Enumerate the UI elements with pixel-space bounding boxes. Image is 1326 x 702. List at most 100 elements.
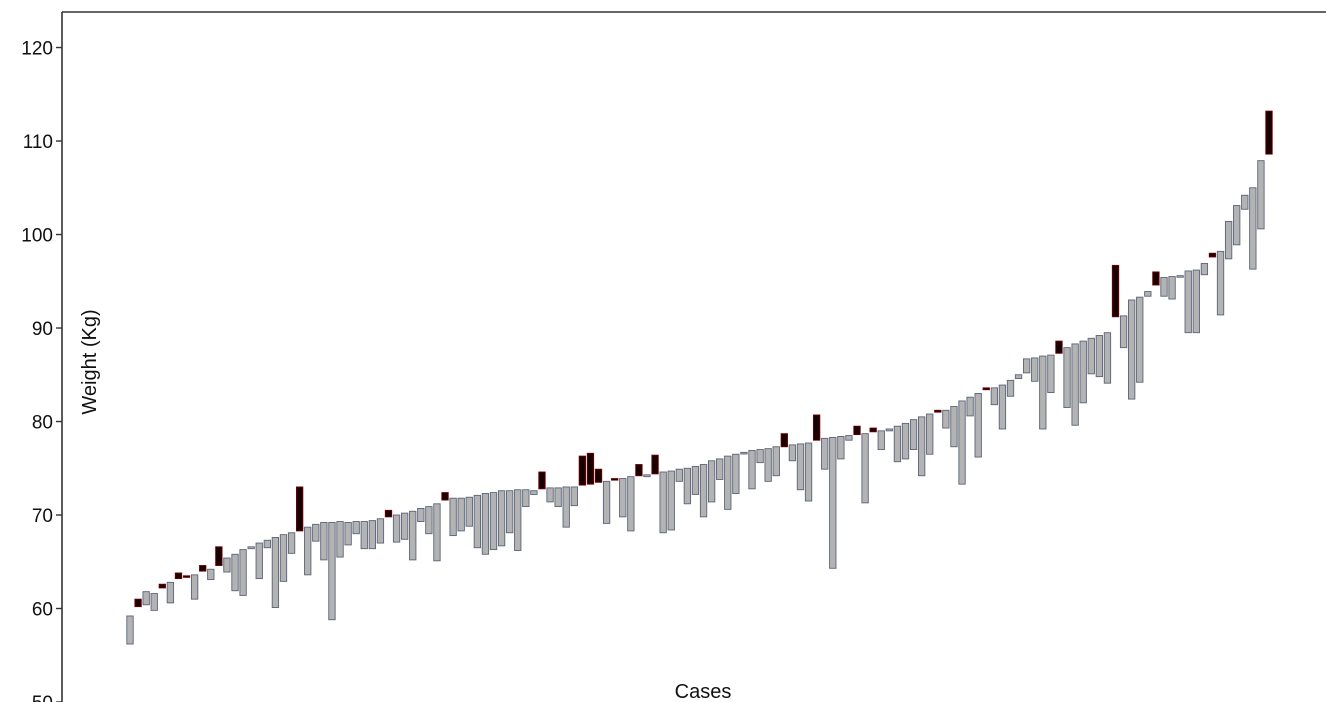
case-bar-decrease [239, 549, 247, 596]
case-bar-decrease [716, 458, 724, 480]
case-bar-decrease [1119, 315, 1128, 349]
case-bar-decrease [1176, 275, 1184, 278]
case-bar-decrease [497, 490, 506, 547]
case-bar-decrease [796, 443, 805, 491]
case-bar-decrease [142, 591, 150, 606]
case-bar-decrease [602, 480, 611, 524]
case-bar-increase [158, 583, 166, 589]
case-bar-decrease [1103, 332, 1112, 384]
case-bar-decrease [522, 489, 530, 508]
case-bar-decrease [425, 506, 433, 535]
case-bar-decrease [417, 508, 425, 522]
case-bar-decrease [287, 532, 296, 554]
case-bar-decrease [1006, 379, 1015, 397]
case-bar-decrease [473, 494, 481, 549]
case-bar-decrease [1257, 160, 1265, 230]
case-bar-decrease [546, 487, 554, 503]
case-bar-decrease [788, 444, 797, 462]
case-bar-decrease [1200, 263, 1209, 276]
case-bar-decrease [1047, 354, 1055, 393]
case-bar-decrease [530, 490, 538, 495]
case-bar-decrease [1216, 250, 1225, 316]
case-bar-decrease [190, 574, 199, 600]
case-bar-decrease [950, 406, 958, 448]
case-bar-increase [174, 572, 183, 580]
case-bar-decrease [126, 615, 134, 645]
case-bar-decrease [570, 486, 578, 507]
case-bar-decrease [974, 393, 982, 458]
case-bar-decrease [893, 425, 902, 463]
case-bar-increase [635, 464, 643, 477]
case-bar-decrease [829, 436, 837, 569]
case-bar-decrease [368, 520, 376, 550]
case-bar-decrease [376, 518, 385, 544]
case-bar-decrease [804, 442, 813, 502]
case-bar-decrease [1241, 194, 1249, 210]
case-bar-decrease [1168, 276, 1176, 300]
case-bar-decrease [1249, 187, 1257, 270]
case-bar-decrease [514, 489, 522, 551]
case-bar-decrease [457, 497, 465, 532]
case-bar-decrease [166, 581, 175, 604]
y-tick-label: 70 [32, 506, 53, 527]
case-bar-decrease [901, 422, 910, 460]
case-bar-decrease [675, 468, 683, 482]
y-tick-label: 120 [21, 39, 53, 60]
case-bar-increase [611, 478, 619, 481]
case-bar-decrease [247, 546, 255, 550]
case-bar-decrease [958, 400, 966, 485]
case-bar-decrease [481, 493, 490, 555]
case-bar-decrease [223, 557, 231, 573]
case-bar-decrease [1014, 374, 1023, 379]
case-bar-increase [441, 492, 449, 501]
x-axis-label: Cases [675, 681, 732, 702]
case-bar-decrease [352, 521, 360, 535]
case-bar-decrease [1224, 220, 1233, 260]
case-bar-decrease [877, 430, 885, 451]
case-bar-decrease [926, 413, 934, 455]
case-bar-increase [1111, 264, 1120, 318]
case-bar-increase [780, 433, 788, 448]
case-bar-decrease [643, 474, 651, 478]
case-bar-decrease [263, 539, 271, 549]
case-bar-decrease [344, 522, 352, 546]
case-bar-decrease [1192, 269, 1200, 334]
case-bar-decrease [1233, 205, 1241, 246]
case-bar-increase [134, 598, 142, 608]
y-tick-label: 90 [32, 319, 53, 340]
case-bar-decrease [772, 446, 780, 477]
case-bar-decrease [562, 486, 570, 528]
case-bar-increase [812, 414, 821, 441]
case-bar-decrease [1144, 291, 1152, 297]
case-bar-decrease [360, 521, 368, 550]
case-bar-decrease [732, 453, 740, 494]
case-bar-decrease [401, 512, 409, 540]
case-bar-increase [1055, 340, 1063, 354]
case-bar-decrease [1128, 299, 1136, 400]
case-bar-decrease [627, 476, 635, 532]
case-bar-decrease [328, 522, 336, 621]
case-bar-decrease [449, 497, 457, 537]
case-bar-decrease [724, 455, 732, 510]
case-bar-decrease [255, 542, 263, 580]
case-bar-decrease [1087, 337, 1095, 375]
y-tick-label: 50 [32, 693, 53, 702]
case-bar-increase [1152, 271, 1160, 286]
case-bar-increase [578, 455, 587, 486]
case-bar-decrease [756, 449, 764, 464]
case-bars [126, 110, 1273, 645]
case-bar-increase [982, 387, 990, 391]
case-bar-increase [651, 454, 659, 475]
case-bar-decrease [683, 467, 692, 505]
case-bar-increase [1208, 252, 1217, 258]
case-bar-decrease [1071, 343, 1079, 426]
case-bar-decrease [392, 514, 401, 543]
case-bar-increase [182, 575, 191, 578]
case-bar-decrease [1039, 355, 1047, 430]
case-bar-decrease [554, 487, 562, 508]
y-tick-label: 110 [23, 132, 53, 153]
y-tick-label: 60 [32, 600, 53, 621]
case-bar-decrease [667, 470, 675, 531]
case-bar-decrease [1160, 277, 1168, 297]
